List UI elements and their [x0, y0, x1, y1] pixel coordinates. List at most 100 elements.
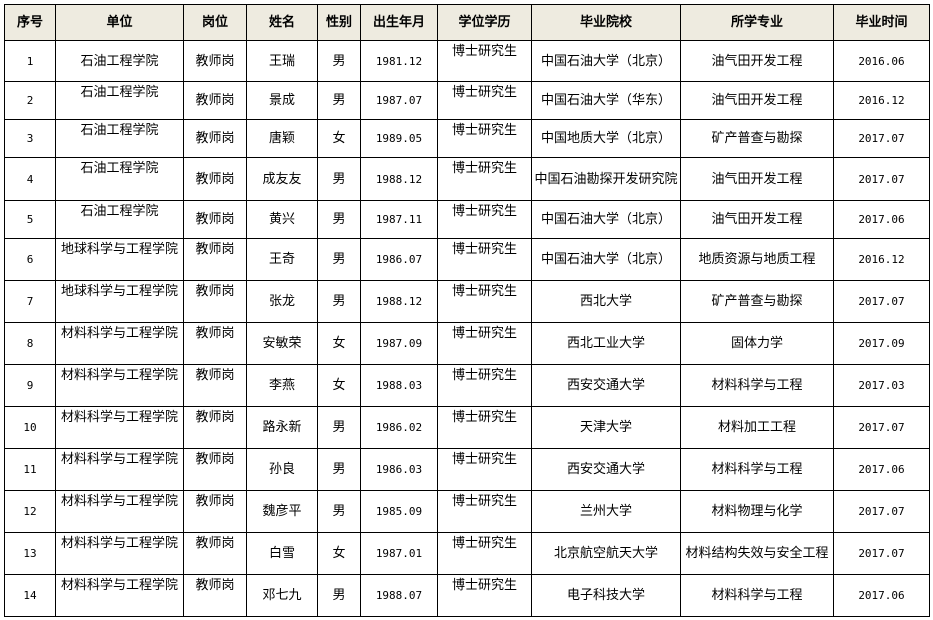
table-row: 8 材料科学与工程学院 教师岗 安敏荣女 1987.09 博士研究生 西北工业大学 固体力学 2… — [4, 322, 930, 365]
cell-school: 中国石油大学（北京） — [531, 40, 681, 82]
header-degree: 学位学历 — [437, 4, 532, 41]
cell-major: 油气田开发工程 — [680, 81, 834, 120]
cell-name: 王奇 — [246, 238, 318, 281]
cell-degree: 博士研究生 — [437, 490, 532, 533]
cell-name: 唐颖 — [246, 119, 318, 158]
cell-school: 西安交通大学 — [531, 448, 681, 491]
cell-major: 油气田开发工程 — [680, 200, 834, 239]
cell-unit: 地球科学与工程学院 — [55, 280, 184, 323]
cell-seq: 12 — [4, 490, 56, 533]
cell-name: 黄兴 — [246, 200, 318, 239]
cell-major: 油气田开发工程 — [680, 157, 834, 201]
cell-major: 材料物理与化学 — [680, 490, 834, 533]
cell-school: 中国石油勘探开发研究院 — [531, 157, 681, 201]
cell-grad-date: 2017.07 — [833, 406, 930, 449]
cell-major: 材料加工工程 — [680, 406, 834, 449]
cell-degree: 博士研究生 — [437, 448, 532, 491]
cell-seq: 13 — [4, 532, 56, 575]
table-row: 6 地球科学与工程学院 教师岗 王奇男 1986.07 博士研究生 中国石油大学（北京） 地质… — [4, 238, 930, 281]
cell-birth: 1987.07 — [360, 81, 438, 120]
cell-gender: 男 — [317, 574, 361, 617]
table-row: 13 材料科学与工程学院 教师岗 白雪女 1987.01 博士研究生 北京航空航天大学 材料结… — [4, 532, 930, 575]
cell-name: 安敏荣 — [246, 322, 318, 365]
cell-unit: 石油工程学院 — [55, 119, 184, 158]
cell-unit: 材料科学与工程学院 — [55, 574, 184, 617]
cell-school: 中国石油大学（北京） — [531, 200, 681, 239]
cell-unit: 地球科学与工程学院 — [55, 238, 184, 281]
cell-gender: 男 — [317, 406, 361, 449]
recruitment-table: 序号 单位 岗位 姓名 性别 出生年月 学位学历 毕业院校 所学专业 毕业时间 1 石油工程学院 教师… — [4, 4, 930, 617]
cell-grad-date: 2017.09 — [833, 322, 930, 365]
cell-degree: 博士研究生 — [437, 200, 532, 239]
table-row: 11 材料科学与工程学院 教师岗 孙良男 1986.03 博士研究生 西安交通大学 材料科学与… — [4, 448, 930, 491]
cell-name: 孙良 — [246, 448, 318, 491]
cell-gender: 女 — [317, 364, 361, 407]
cell-grad-date: 2016.12 — [833, 238, 930, 281]
cell-grad-date: 2017.06 — [833, 200, 930, 239]
cell-major: 地质资源与地质工程 — [680, 238, 834, 281]
cell-school: 中国地质大学（北京） — [531, 119, 681, 158]
cell-degree: 博士研究生 — [437, 364, 532, 407]
cell-degree: 博士研究生 — [437, 119, 532, 158]
cell-seq: 1 — [4, 40, 56, 82]
cell-grad-date: 2017.06 — [833, 574, 930, 617]
cell-birth: 1986.07 — [360, 238, 438, 281]
cell-birth: 1986.03 — [360, 448, 438, 491]
cell-major: 材料结构失效与安全工程 — [680, 532, 834, 575]
cell-birth: 1987.01 — [360, 532, 438, 575]
header-seq: 序号 — [4, 4, 56, 41]
cell-grad-date: 2017.03 — [833, 364, 930, 407]
cell-seq: 14 — [4, 574, 56, 617]
cell-seq: 11 — [4, 448, 56, 491]
cell-name: 成友友 — [246, 157, 318, 201]
cell-name: 邓七九 — [246, 574, 318, 617]
cell-degree: 博士研究生 — [437, 280, 532, 323]
cell-school: 西北大学 — [531, 280, 681, 323]
cell-birth: 1986.02 — [360, 406, 438, 449]
cell-grad-date: 2017.07 — [833, 119, 930, 158]
table-row: 7 地球科学与工程学院 教师岗 张龙男 1988.12 博士研究生 西北大学 矿产普查与勘探 2… — [4, 280, 930, 323]
header-major: 所学专业 — [680, 4, 834, 41]
cell-unit: 石油工程学院 — [55, 81, 184, 120]
header-birth: 出生年月 — [360, 4, 438, 41]
cell-name: 白雪 — [246, 532, 318, 575]
table-row: 10 材料科学与工程学院 教师岗 路永新男 1986.02 博士研究生 天津大学 材料加工工程… — [4, 406, 930, 449]
cell-birth: 1988.12 — [360, 280, 438, 323]
cell-birth: 1987.09 — [360, 322, 438, 365]
cell-school: 电子科技大学 — [531, 574, 681, 617]
table-row: 2 石油工程学院 教师岗 景成男 1987.07 博士研究生 中国石油大学（华东） 油气田开发… — [4, 81, 930, 120]
cell-major: 矿产普查与勘探 — [680, 119, 834, 158]
cell-school: 中国石油大学（华东） — [531, 81, 681, 120]
cell-name: 王瑞 — [246, 40, 318, 82]
header-name: 姓名 — [246, 4, 318, 41]
cell-position: 教师岗 — [183, 238, 247, 281]
cell-position: 教师岗 — [183, 532, 247, 575]
cell-grad-date: 2016.06 — [833, 40, 930, 82]
cell-seq: 3 — [4, 119, 56, 158]
table-row: 14 材料科学与工程学院 教师岗 邓七九男 1988.07 博士研究生 电子科技大学 材料科学… — [4, 574, 930, 617]
cell-position: 教师岗 — [183, 490, 247, 533]
cell-birth: 1988.12 — [360, 157, 438, 201]
cell-name: 张龙 — [246, 280, 318, 323]
cell-position: 教师岗 — [183, 157, 247, 201]
cell-gender: 男 — [317, 157, 361, 201]
cell-grad-date: 2017.07 — [833, 532, 930, 575]
cell-position: 教师岗 — [183, 40, 247, 82]
cell-degree: 博士研究生 — [437, 574, 532, 617]
table-row: 4 石油工程学院 教师岗 成友友男 1988.12 博士研究生 中国石油勘探开发研究院 油气田… — [4, 157, 930, 201]
cell-seq: 6 — [4, 238, 56, 281]
cell-position: 教师岗 — [183, 364, 247, 407]
cell-grad-date: 2017.07 — [833, 157, 930, 201]
cell-major: 材料科学与工程 — [680, 364, 834, 407]
cell-birth: 1985.09 — [360, 490, 438, 533]
cell-grad-date: 2017.07 — [833, 280, 930, 323]
header-row: 序号 单位 岗位 姓名 性别 出生年月 学位学历 毕业院校 所学专业 毕业时间 — [4, 4, 930, 41]
cell-unit: 石油工程学院 — [55, 200, 184, 239]
header-gender: 性别 — [317, 4, 361, 41]
cell-degree: 博士研究生 — [437, 406, 532, 449]
cell-birth: 1989.05 — [360, 119, 438, 158]
cell-position: 教师岗 — [183, 322, 247, 365]
cell-gender: 男 — [317, 238, 361, 281]
cell-school: 兰州大学 — [531, 490, 681, 533]
cell-grad-date: 2016.12 — [833, 81, 930, 120]
